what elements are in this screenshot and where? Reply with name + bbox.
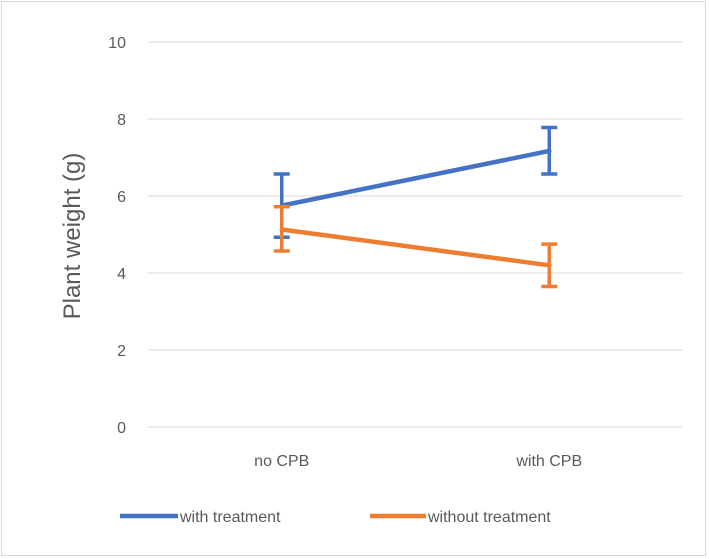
series-line	[279, 227, 552, 268]
y-tick-label: 4	[117, 266, 126, 283]
error-bar	[273, 205, 290, 253]
y-tick-label: 2	[117, 343, 126, 360]
error-bar	[541, 125, 558, 176]
series-0	[273, 125, 558, 239]
x-tick-label: with CPB	[515, 453, 582, 470]
y-tick-label: 10	[108, 35, 126, 52]
x-tick-label: no CPB	[254, 453, 309, 470]
legend-item: without treatment	[370, 509, 551, 526]
y-tick-label: 8	[117, 112, 126, 129]
series-group	[273, 125, 558, 289]
legend-label: with treatment	[179, 509, 281, 526]
x-axis-tick-labels: no CPB with CPB	[254, 453, 582, 470]
legend-item: with treatment	[120, 509, 281, 526]
y-tick-label: 0	[117, 420, 126, 437]
series-line	[279, 148, 552, 208]
series-1	[273, 205, 558, 289]
y-axis-tick-labels: 0 2 4 6 8 10	[108, 35, 126, 437]
legend-label: without treatment	[427, 509, 551, 526]
y-axis-label: Plant weight (g)	[59, 153, 86, 320]
gridlines	[148, 41, 683, 428]
y-tick-label: 6	[117, 189, 126, 206]
legend: with treatment without treatment	[120, 509, 551, 526]
